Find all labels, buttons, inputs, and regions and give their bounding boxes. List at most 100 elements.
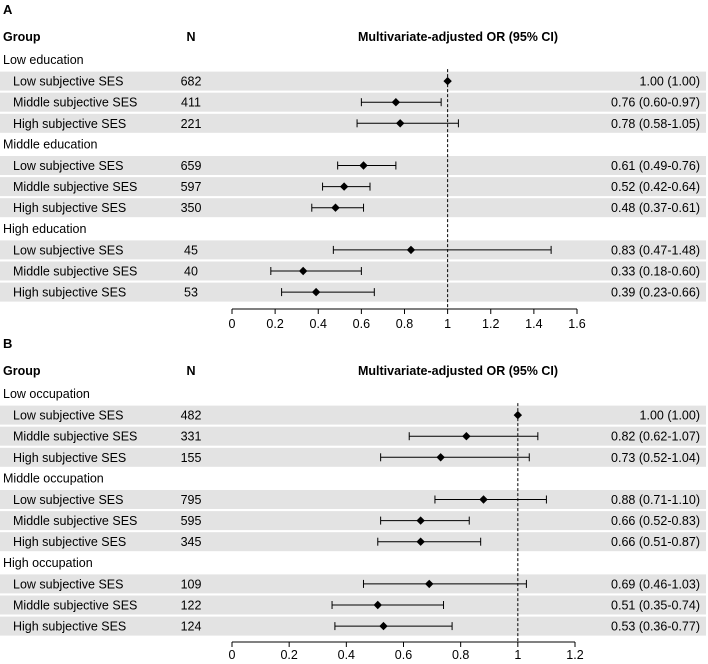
x-axis-tick-label: 0.4 [338, 648, 355, 662]
row-n: 795 [181, 493, 202, 507]
row-estimate-text: 0.66 (0.51-0.87) [611, 535, 700, 549]
x-axis-tick-label: 1 [444, 317, 451, 331]
point-estimate-marker [311, 287, 321, 297]
row-estimate-text: 0.48 (0.37-0.61) [611, 201, 700, 215]
row-n: 411 [181, 96, 201, 110]
row-label: Low subjective SES [13, 577, 123, 591]
row-estimate-text: 0.69 (0.46-1.03) [611, 577, 700, 591]
column-header-estimate: Multivariate-adjusted OR (95% CI) [358, 30, 558, 44]
x-axis-tick-label: 0 [229, 648, 236, 662]
x-axis-tick-label: 1.2 [566, 648, 583, 662]
row-label: Low subjective SES [13, 75, 123, 89]
point-estimate-marker [513, 410, 523, 420]
row-estimate-text: 0.78 (0.58-1.05) [611, 117, 700, 131]
x-axis-tick-label: 0.8 [396, 317, 413, 331]
x-axis-tick-label: 0.2 [280, 648, 297, 662]
point-estimate-marker [298, 266, 308, 276]
section-title: Middle occupation [3, 471, 104, 485]
x-axis-tick-label: 1.2 [482, 317, 499, 331]
row-estimate-text: 1.00 (1.00) [640, 75, 700, 89]
point-estimate-marker [373, 600, 382, 610]
x-axis-tick-label: 0.8 [452, 648, 469, 662]
x-axis-tick-label: 0.2 [266, 317, 283, 331]
point-estimate-marker [339, 182, 349, 191]
row-shade [0, 113, 706, 133]
row-n: 331 [181, 430, 202, 444]
row-shade [0, 92, 706, 112]
x-axis-tick-label: 1.6 [568, 317, 585, 331]
point-estimate-marker [379, 621, 388, 631]
row-n: 45 [184, 243, 198, 257]
column-header-n: N [186, 364, 195, 378]
row-n: 482 [181, 409, 202, 423]
row-label: Middle subjective SES [13, 430, 137, 444]
row-estimate-text: 0.51 (0.35-0.74) [611, 599, 700, 613]
row-label: High subjective SES [13, 201, 126, 215]
row-estimate-text: 0.61 (0.49-0.76) [611, 159, 700, 173]
section-title: Low education [3, 53, 84, 67]
row-n: 659 [181, 159, 202, 173]
row-label: Middle subjective SES [13, 599, 137, 613]
row-shade [0, 426, 706, 446]
row-estimate-text: 0.52 (0.42-0.64) [611, 180, 700, 194]
row-shade [0, 447, 706, 467]
row-label: High subjective SES [13, 451, 126, 465]
row-label: High subjective SES [13, 286, 126, 300]
panel-label: A [3, 2, 13, 17]
row-shade [0, 574, 706, 594]
row-shade [0, 71, 706, 91]
point-estimate-marker [479, 495, 488, 504]
point-estimate-marker [436, 453, 445, 462]
x-axis-tick-label: 0.4 [310, 317, 327, 331]
row-label: Middle subjective SES [13, 96, 137, 110]
row-label: Middle subjective SES [13, 514, 137, 528]
point-estimate-marker [331, 203, 340, 212]
point-estimate-marker [462, 432, 471, 441]
point-estimate-marker [391, 98, 401, 107]
x-axis-tick-label: 1.4 [525, 317, 542, 331]
row-shade [0, 490, 706, 509]
x-axis-tick-label: 0.6 [395, 648, 412, 662]
row-n: 345 [181, 535, 202, 549]
row-n: 595 [181, 514, 202, 528]
point-estimate-marker [359, 161, 368, 170]
row-n: 221 [181, 117, 202, 131]
section-title: Middle education [3, 137, 98, 151]
column-header-estimate: Multivariate-adjusted OR (95% CI) [358, 364, 558, 378]
row-n: 124 [181, 620, 202, 634]
row-n: 109 [181, 577, 202, 591]
point-estimate-marker [443, 76, 452, 86]
section-title: Low occupation [3, 387, 90, 401]
row-n: 597 [181, 180, 202, 194]
row-label: Low subjective SES [13, 409, 123, 423]
section-title: High education [3, 222, 86, 236]
point-estimate-marker [425, 579, 434, 589]
row-label: Middle subjective SES [13, 265, 137, 279]
row-estimate-text: 0.82 (0.62-1.07) [611, 430, 700, 444]
row-label: Middle subjective SES [13, 180, 137, 194]
row-shade [0, 532, 706, 552]
row-n: 53 [184, 286, 198, 300]
column-header-group: Group [3, 364, 41, 378]
row-estimate-text: 0.66 (0.52-0.83) [611, 514, 700, 528]
x-axis-tick-label: 1 [514, 648, 521, 662]
point-estimate-marker [416, 516, 425, 525]
point-estimate-marker [416, 537, 425, 546]
row-estimate-text: 1.00 (1.00) [640, 409, 700, 423]
row-estimate-text: 0.76 (0.60-0.97) [611, 96, 700, 110]
row-label: Low subjective SES [13, 243, 123, 257]
row-estimate-text: 0.83 (0.47-1.48) [611, 243, 700, 257]
x-axis-tick-label: 0 [229, 317, 236, 331]
row-shade [0, 511, 706, 531]
row-label: Low subjective SES [13, 493, 123, 507]
row-n: 350 [181, 201, 202, 215]
point-estimate-marker [406, 245, 416, 255]
column-header-n: N [186, 30, 195, 44]
row-estimate-text: 0.33 (0.18-0.60) [611, 265, 700, 279]
row-estimate-text: 0.53 (0.36-0.77) [611, 620, 700, 634]
panel-label: B [3, 336, 12, 351]
row-estimate-text: 0.88 (0.71-1.10) [611, 493, 700, 507]
row-label: High subjective SES [13, 535, 126, 549]
row-estimate-text: 0.73 (0.52-1.04) [611, 451, 700, 465]
